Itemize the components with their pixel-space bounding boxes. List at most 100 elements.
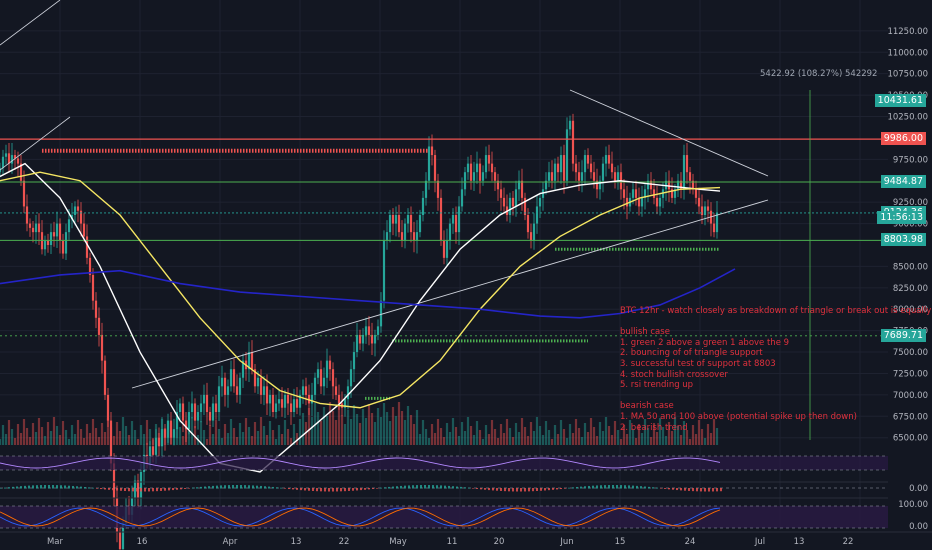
candle-body <box>37 223 41 233</box>
volume-bar <box>112 436 116 445</box>
candle-body <box>172 429 176 438</box>
osc1-bar <box>632 485 634 489</box>
osc1-bar <box>300 488 302 491</box>
osc1-bar <box>484 488 486 490</box>
volume-bar <box>667 422 671 445</box>
volume-bar <box>406 406 410 445</box>
osc1-bar <box>504 488 506 492</box>
volume-bar <box>442 437 446 445</box>
volume-bar <box>1 425 5 445</box>
candle-body <box>76 206 80 211</box>
volume-bar <box>301 413 305 445</box>
volume-bar <box>337 406 341 445</box>
osc1-bar <box>340 488 342 492</box>
candle-body <box>223 377 227 395</box>
volume-bar <box>544 421 548 445</box>
osc1-bar <box>524 488 526 492</box>
volume-bar <box>562 429 566 445</box>
osc1-bar <box>332 488 334 492</box>
volume-bar <box>319 421 323 445</box>
osc1-bar <box>536 488 538 491</box>
candle-body <box>316 369 320 378</box>
osc1-bar <box>480 488 482 490</box>
osc1-bar <box>412 485 414 489</box>
volume-bar <box>595 436 599 445</box>
volume-bar <box>283 420 287 445</box>
osc1-bar <box>516 488 518 492</box>
time-tick-label: May <box>389 537 407 547</box>
osc1-bar <box>304 488 306 491</box>
volume-bar <box>496 438 500 445</box>
candle-body <box>430 146 434 156</box>
osc1-bar <box>568 487 570 489</box>
volume-bar <box>334 420 338 445</box>
osc1-bar <box>144 488 146 492</box>
candle-body <box>88 257 92 275</box>
candle-body <box>493 172 497 181</box>
candle-body <box>526 215 530 233</box>
volume-bar <box>145 420 149 445</box>
volume-bar <box>7 420 11 445</box>
candle-body <box>346 386 350 400</box>
osc1-bar <box>348 488 350 491</box>
volume-bar <box>703 438 707 445</box>
candle-body <box>550 172 554 181</box>
volume-bar <box>454 427 458 445</box>
volume-bar <box>487 434 491 445</box>
osc1-bar <box>240 485 242 489</box>
osc1-bar <box>640 486 642 489</box>
osc1-bar <box>440 485 442 489</box>
time-tick-label: 13 <box>291 537 302 547</box>
volume-bar <box>73 434 77 445</box>
candle-body <box>487 155 491 164</box>
volume-bar <box>190 417 194 445</box>
volume-bar <box>586 432 590 445</box>
candle-body <box>85 236 89 258</box>
osc1-bar <box>552 488 554 490</box>
price-tick-label: 10750.00 <box>887 70 928 80</box>
osc1-bar <box>648 486 650 489</box>
candle-body <box>406 215 410 224</box>
candle-body <box>679 180 683 190</box>
volume-bar <box>202 430 206 445</box>
volume-bar <box>55 426 59 445</box>
osc1-bar <box>428 485 430 489</box>
osc1-bar <box>104 488 106 490</box>
volume-bar <box>427 438 431 445</box>
volume-bar <box>43 436 47 445</box>
volume-bar <box>556 434 560 445</box>
osc1-bar <box>20 486 22 489</box>
volume-bar <box>25 428 29 445</box>
candle-body <box>208 412 212 421</box>
volume-bar <box>124 426 128 445</box>
candle-body <box>82 223 86 237</box>
volume-bar <box>376 408 380 445</box>
osc1-bar <box>472 488 474 489</box>
candle-body <box>265 386 269 404</box>
osc1-bar <box>716 488 718 492</box>
volume-bar <box>688 439 692 445</box>
candle-body <box>247 352 251 370</box>
volume-bar <box>22 419 26 445</box>
candle-body <box>658 197 662 207</box>
candle-body <box>478 163 482 181</box>
candle-body <box>556 163 560 173</box>
osc1-bar <box>424 485 426 489</box>
candle-body <box>169 420 173 438</box>
candle-body <box>19 163 23 181</box>
annotation-line: 2. bearish trend <box>620 422 688 433</box>
candle-body <box>16 158 20 164</box>
volume-bar <box>571 433 575 445</box>
osc1-bar <box>256 485 258 489</box>
osc1-bar <box>360 488 362 491</box>
candle-body <box>643 189 647 198</box>
volume-bar <box>352 405 356 445</box>
candle-body <box>451 215 455 224</box>
candle-body <box>175 412 179 430</box>
annotation-line: bullish case <box>620 327 670 338</box>
volume-bar <box>79 429 83 445</box>
price-tick-label: 9000.00 <box>893 220 928 230</box>
candle-body <box>103 360 107 395</box>
volume-bar <box>655 432 659 445</box>
